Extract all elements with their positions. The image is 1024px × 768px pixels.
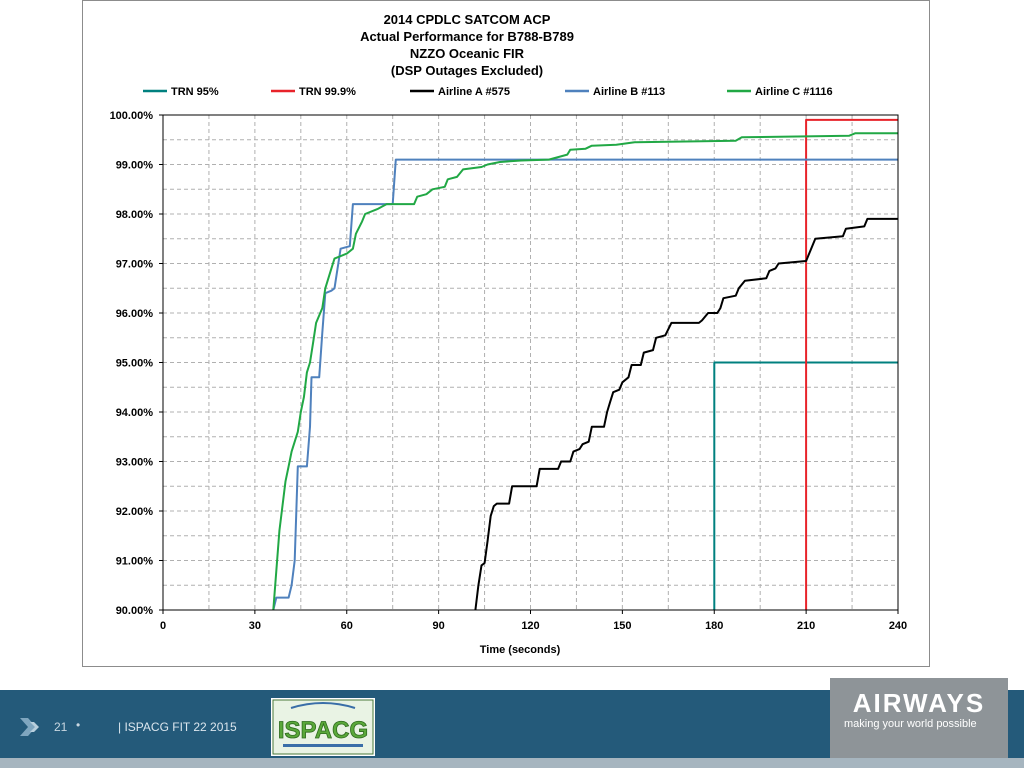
y-tick-label: 99.00% bbox=[116, 160, 154, 172]
y-axis-ticks: 90.00% 91.00% 92.00% 93.00% 94.00% 95.00% 96.0… bbox=[110, 110, 163, 617]
chart-frame: 2014 CPDLC SATCOM ACP Actual Performance… bbox=[82, 0, 930, 667]
airways-tagline: making your world possible bbox=[844, 718, 977, 730]
chart-title-line-4: (DSP Outages Excluded) bbox=[391, 63, 543, 78]
legend-label: Airline C #1116 bbox=[755, 86, 833, 98]
series-lines bbox=[272, 118, 898, 611]
x-tick-label: 180 bbox=[705, 620, 723, 632]
x-tick-label: 210 bbox=[797, 620, 815, 632]
chart-title-line-3: NZZO Oceanic FIR bbox=[410, 46, 525, 61]
y-tick-label: 96.00% bbox=[116, 308, 154, 320]
y-tick-label: 100.00% bbox=[110, 110, 154, 122]
footer-bullet: • bbox=[76, 718, 81, 732]
y-tick-label: 95.00% bbox=[116, 358, 154, 370]
legend-label: Airline A #575 bbox=[438, 86, 510, 98]
x-axis-label: Time (seconds) bbox=[480, 644, 561, 656]
y-tick-label: 94.00% bbox=[116, 407, 154, 419]
y-tick-label: 91.00% bbox=[116, 556, 154, 568]
airways-logo: AIRWAYS making your world possible bbox=[830, 678, 1008, 758]
legend-label: TRN 99.9% bbox=[299, 86, 356, 98]
series-line-2 bbox=[805, 118, 898, 610]
x-tick-label: 240 bbox=[889, 620, 907, 632]
footer-band bbox=[0, 758, 1024, 768]
y-tick-label: 92.00% bbox=[116, 506, 154, 518]
x-tick-label: 30 bbox=[249, 620, 261, 632]
chart-title-line-1: 2014 CPDLC SATCOM ACP bbox=[384, 12, 551, 27]
y-tick-label: 90.00% bbox=[116, 605, 154, 617]
ispacg-logo: ISPACG bbox=[271, 698, 375, 756]
legend-label: Airline B #113 bbox=[593, 86, 665, 98]
chevron-arrow-icon bbox=[20, 718, 39, 736]
legend-label: TRN 95% bbox=[171, 86, 219, 98]
y-tick-label: 98.00% bbox=[116, 209, 154, 221]
x-tick-label: 60 bbox=[341, 620, 353, 632]
y-tick-label: 97.00% bbox=[116, 259, 154, 271]
chart-title-line-2: Actual Performance for B788-B789 bbox=[360, 29, 574, 44]
chart-title: 2014 CPDLC SATCOM ACP Actual Performance… bbox=[360, 12, 574, 78]
series-line-5 bbox=[272, 132, 898, 611]
series-line-3 bbox=[474, 217, 898, 611]
x-tick-label: 90 bbox=[433, 620, 445, 632]
chart: 2014 CPDLC SATCOM ACP Actual Performance… bbox=[110, 12, 908, 656]
series-line-1 bbox=[713, 361, 898, 610]
legend: TRN 95% TRN 99.9% Airline A #575 Airline B … bbox=[143, 86, 833, 98]
airways-logo-name: AIRWAYS bbox=[852, 688, 986, 718]
series-line-4 bbox=[272, 158, 898, 611]
ispacg-logo-text: ISPACG bbox=[278, 717, 368, 744]
x-axis-ticks: 0 30 60 90 120 150 180 210 240 bbox=[160, 610, 907, 632]
y-tick-label: 93.00% bbox=[116, 457, 154, 469]
x-tick-label: 0 bbox=[160, 620, 166, 632]
footer-text: | ISPACG FIT 22 2015 bbox=[118, 720, 237, 734]
page-number: 21 bbox=[54, 720, 68, 734]
x-tick-label: 150 bbox=[613, 620, 631, 632]
x-tick-label: 120 bbox=[521, 620, 539, 632]
